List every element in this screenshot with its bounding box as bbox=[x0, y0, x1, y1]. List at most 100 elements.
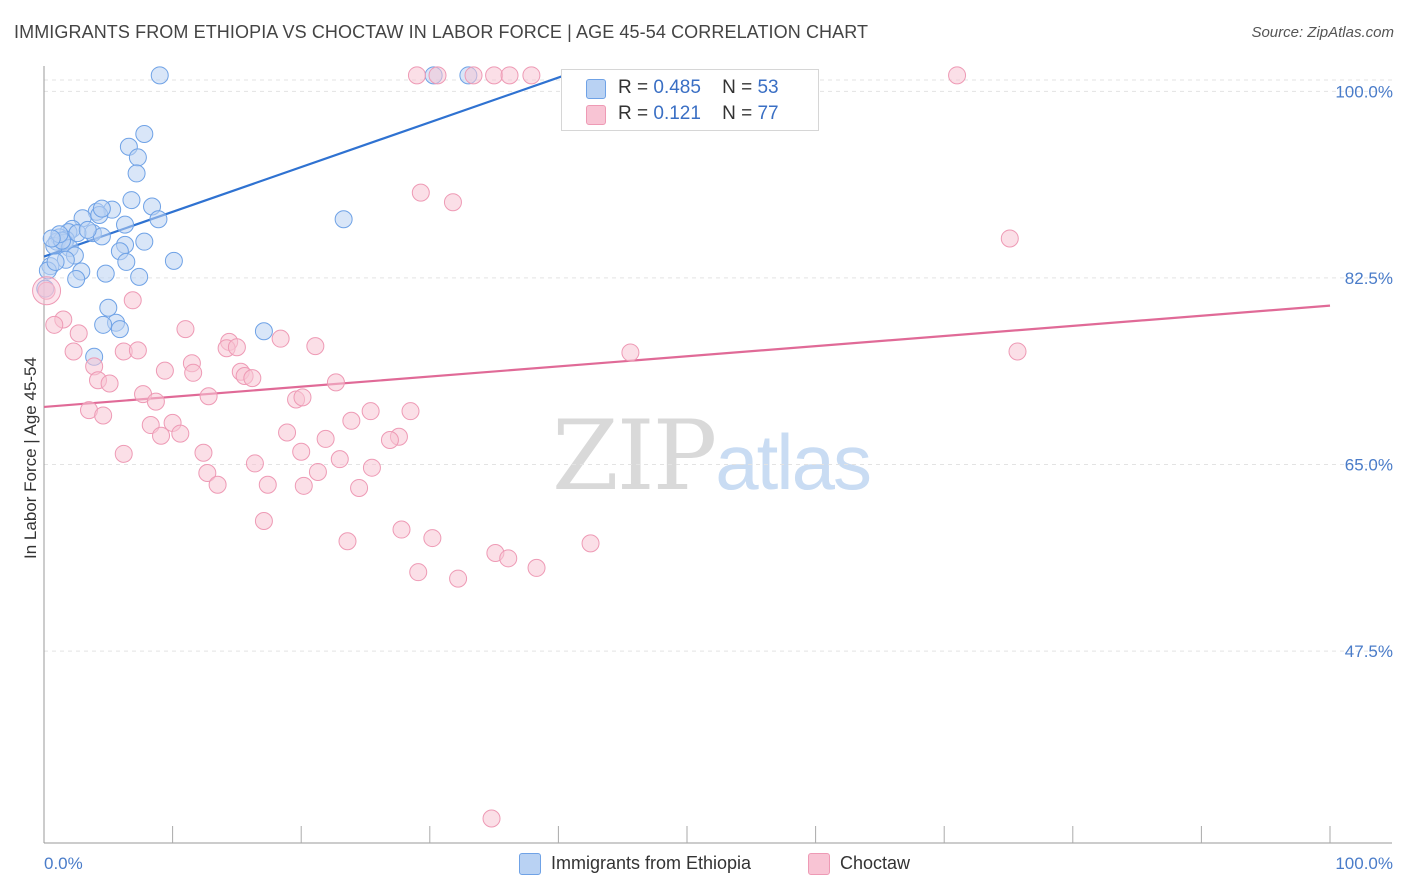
n-value: 77 bbox=[757, 103, 779, 124]
ethiopia-point bbox=[254, 322, 273, 341]
choctaw-point bbox=[380, 430, 399, 449]
ethiopia-point bbox=[135, 232, 154, 251]
ethiopia-point bbox=[78, 220, 97, 239]
choctaw-point bbox=[407, 66, 426, 85]
choctaw-point bbox=[227, 338, 246, 357]
legend-swatch-ethiopia bbox=[519, 853, 541, 875]
watermark-zip: ZIP bbox=[552, 400, 717, 512]
choctaw-point bbox=[208, 475, 227, 494]
choctaw-point bbox=[409, 563, 428, 582]
choctaw-point bbox=[342, 411, 361, 430]
ethiopia-point bbox=[99, 298, 118, 317]
choctaw-point bbox=[392, 520, 411, 539]
y-axis-label: In Labor Force | Age 45-54 bbox=[21, 357, 40, 559]
y-tick-label: 47.5% bbox=[1345, 642, 1393, 661]
choctaw-point bbox=[294, 476, 313, 495]
legend-label-ethiopia: Immigrants from Ethiopia bbox=[551, 853, 752, 873]
choctaw-point bbox=[184, 363, 203, 382]
choctaw-point bbox=[449, 569, 468, 588]
ethiopia-point bbox=[130, 267, 149, 286]
choctaw-point bbox=[485, 66, 504, 85]
choctaw-point bbox=[155, 361, 174, 380]
ethiopia-point bbox=[149, 210, 168, 229]
choctaw-point bbox=[621, 343, 640, 362]
choctaw-point bbox=[581, 534, 600, 553]
choctaw-point bbox=[326, 373, 345, 392]
choctaw-point bbox=[69, 324, 88, 343]
choctaw-point bbox=[152, 426, 171, 445]
choctaw-point bbox=[94, 406, 113, 425]
ethiopia-point bbox=[122, 191, 141, 210]
choctaw-point bbox=[64, 342, 83, 361]
choctaw-point bbox=[37, 281, 56, 300]
chart-title: IMMIGRANTS FROM ETHIOPIA VS CHOCTAW IN L… bbox=[14, 22, 869, 42]
ethiopia-point bbox=[46, 252, 65, 271]
choctaw-point bbox=[443, 193, 462, 212]
watermark: ZIPatlas bbox=[552, 400, 872, 512]
axes bbox=[43, 66, 1392, 844]
choctaw-point bbox=[499, 549, 518, 568]
axis-labels: 100.0% 82.5% 65.0% 47.5% 0.0% 100.0% In Labor … bbox=[21, 82, 1393, 873]
r-value: 0.121 bbox=[653, 103, 701, 124]
watermark-atlas: atlas bbox=[715, 418, 872, 506]
n-label: N = bbox=[722, 77, 753, 98]
ethiopia-point bbox=[127, 164, 146, 183]
ethiopia-point bbox=[128, 148, 147, 167]
choctaw-point bbox=[194, 443, 213, 462]
choctaw-point bbox=[464, 66, 483, 85]
ethiopia-point bbox=[110, 320, 129, 339]
choctaw-point bbox=[146, 392, 165, 411]
choctaw-point bbox=[1008, 342, 1027, 361]
ethiopia-point bbox=[135, 124, 154, 143]
legend-swatch-choctaw bbox=[586, 105, 606, 125]
choctaw-point bbox=[45, 315, 64, 334]
choctaw-point bbox=[171, 424, 190, 443]
choctaw-point bbox=[258, 475, 277, 494]
choctaw-point bbox=[1000, 229, 1019, 248]
choctaw-point bbox=[278, 423, 297, 442]
legend-label-choctaw: Choctaw bbox=[840, 853, 911, 873]
legend-swatch-choctaw bbox=[808, 853, 830, 875]
choctaw-point bbox=[338, 532, 357, 551]
choctaw-point bbox=[428, 66, 447, 85]
y-tick-label: 82.5% bbox=[1345, 269, 1393, 288]
choctaw-point bbox=[128, 341, 147, 360]
choctaw-point bbox=[254, 512, 273, 531]
x-tick-label: 100.0% bbox=[1335, 854, 1393, 873]
choctaw-point bbox=[292, 442, 311, 461]
choctaw-point bbox=[522, 66, 541, 85]
r-label: R = bbox=[618, 77, 649, 98]
choctaw-point bbox=[243, 369, 262, 388]
choctaw-point bbox=[293, 388, 312, 407]
choctaw-point bbox=[176, 320, 195, 339]
legend-swatch-ethiopia bbox=[586, 79, 606, 99]
choctaw-point bbox=[123, 291, 142, 310]
ethiopia-point bbox=[334, 210, 353, 229]
ethiopia-point bbox=[94, 315, 113, 334]
x-tick-label: 0.0% bbox=[44, 854, 83, 873]
legend-stats-choctaw: R = 0.121 N = 77 bbox=[618, 103, 779, 125]
r-value: 0.485 bbox=[653, 77, 701, 98]
data-points bbox=[32, 66, 1027, 828]
choctaw-point bbox=[362, 458, 381, 477]
ethiopia-point bbox=[96, 264, 115, 283]
choctaw-trend-line bbox=[43, 304, 1331, 409]
ethiopia-point bbox=[42, 229, 61, 248]
choctaw-point bbox=[32, 276, 62, 306]
source-credit: Source: ZipAtlas.com bbox=[1251, 24, 1394, 41]
choctaw-point bbox=[316, 429, 335, 448]
choctaw-point bbox=[100, 374, 119, 393]
choctaw-point bbox=[198, 464, 217, 483]
choctaw-point bbox=[114, 444, 133, 463]
r-label: R = bbox=[618, 103, 649, 124]
choctaw-point bbox=[482, 809, 501, 828]
legend-stats-ethiopia: R = 0.485 N = 53 bbox=[618, 77, 779, 99]
ethiopia-point bbox=[150, 66, 169, 85]
choctaw-point bbox=[411, 183, 430, 202]
ethiopia-point bbox=[67, 269, 86, 288]
choctaw-point bbox=[245, 454, 264, 473]
choctaw-point bbox=[330, 450, 349, 469]
choctaw-point bbox=[361, 402, 380, 421]
n-label: N = bbox=[722, 103, 753, 124]
